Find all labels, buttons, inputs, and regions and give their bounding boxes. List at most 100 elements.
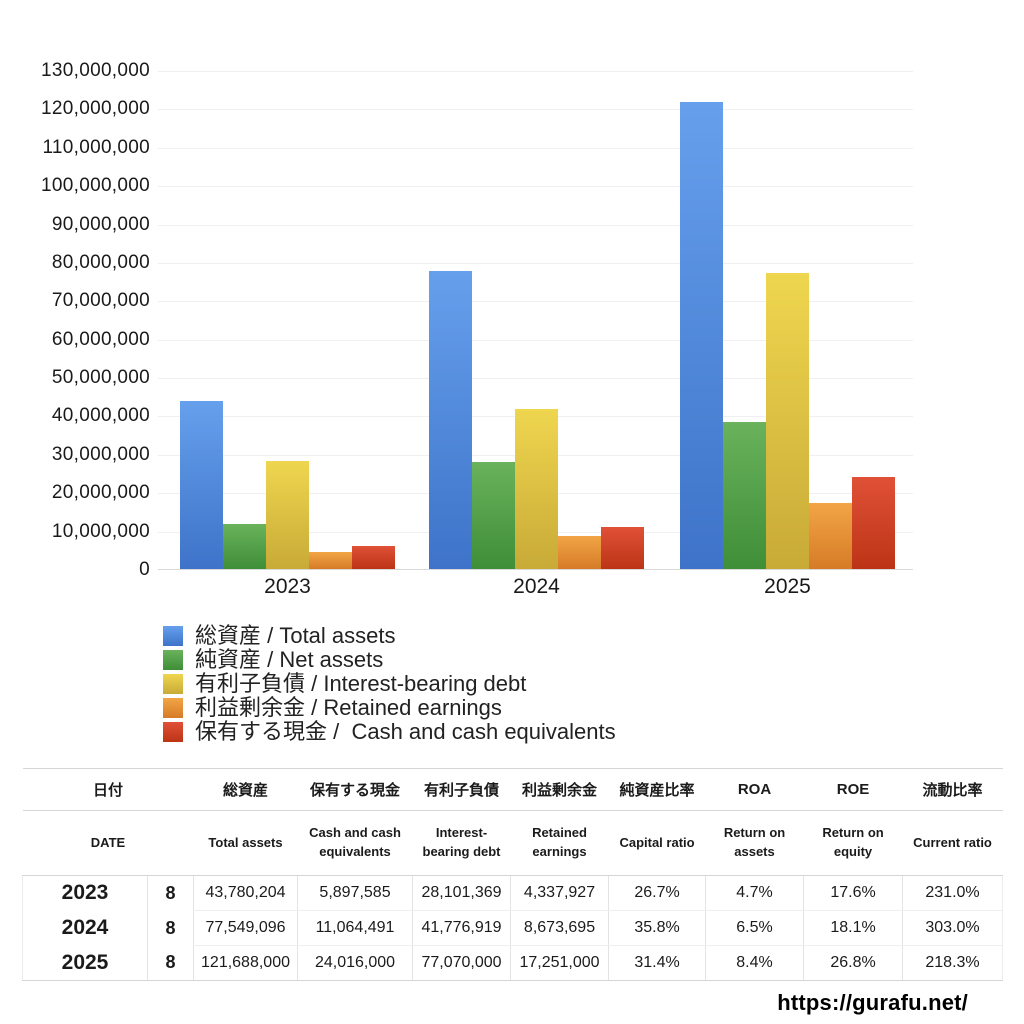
x-axis-baseline (158, 569, 913, 570)
bar-net-assets-2025 (723, 422, 766, 569)
legend-item-retained-earnings: 利益剰余金 / Retained earnings (163, 696, 616, 720)
legend-label: 保有する現金 / Cash and cash equivalents (195, 719, 616, 744)
y-axis-tick-label: 20,000,000 (51, 482, 150, 504)
cell-value: 26.7% (608, 875, 706, 911)
col-header-ja: ROE (803, 768, 903, 811)
legend-label: 純資産 / Net assets (195, 647, 384, 672)
legend-swatch-icon (163, 650, 183, 670)
y-axis-tick-label: 90,000,000 (51, 213, 150, 235)
bar-total-assets-2025 (680, 101, 723, 569)
table-row-2023: 2023 8 43,780,204 5,897,585 28,101,369 4,337,… (22, 875, 1004, 911)
col-header-ja: 総資産 (193, 768, 298, 811)
legend-label: 有利子負債 / Interest-bearing debt (195, 671, 527, 696)
cell-value: 4,337,927 (510, 875, 609, 911)
chart-plot-area (158, 71, 913, 570)
gridline (158, 262, 913, 264)
y-axis-tick-label: 80,000,000 (51, 251, 150, 273)
bar-retained-earnings-2023 (309, 552, 352, 569)
cell-month: 8 (146, 875, 194, 911)
table-header-english: DATE Total assets Cash and cash equivalent… (22, 810, 1003, 876)
col-header-en: Interest-bearing debt (412, 810, 511, 876)
table-row-2025: 2025 8 121,688,000 24,016,000 77,070,000 17,2… (22, 945, 1004, 981)
gridline (158, 186, 913, 188)
legend-item-total-assets: 総資産 / Total assets (163, 624, 616, 648)
col-header-ja: 保有する現金 (297, 768, 413, 811)
table-row-2024: 2024 8 77,549,096 11,064,491 41,776,919 8,673… (22, 910, 1004, 946)
data-table: 日付 総資産 保有する現金 有利子負債 利益剰余金 純資産比率 ROA ROE 流動比率 DAT… (22, 768, 1004, 981)
cell-value: 5,897,585 (297, 875, 413, 911)
cell-value: 17.6% (803, 875, 903, 911)
cell-value: 26.8% (803, 945, 903, 981)
bar-total-assets-2024 (429, 271, 472, 569)
gridline (158, 301, 913, 303)
cell-value: 231.0% (902, 875, 1004, 911)
y-axis-tick-label: 50,000,000 (51, 367, 150, 389)
y-axis-tick-label: 10,000,000 (51, 520, 150, 542)
col-header-ja: 利益剰余金 (510, 768, 609, 811)
y-axis-tick-label: 130,000,000 (41, 60, 150, 81)
table-body: 2023 8 43,780,204 5,897,585 28,101,369 4,337,… (22, 875, 1004, 981)
bar-net-assets-2023 (223, 524, 266, 569)
gridline (158, 147, 913, 149)
col-header-ja: 日付 (22, 768, 194, 811)
cell-month: 8 (146, 945, 194, 981)
bar-interest-bearing-debt-2025 (766, 273, 809, 569)
table-header-japanese: 日付 総資産 保有する現金 有利子負債 利益剰余金 純資産比率 ROA ROE 流動比率 (22, 768, 1003, 811)
y-axis-tick-label: 0 (139, 559, 150, 580)
cell-value: 28,101,369 (412, 875, 511, 911)
bar-chart: 0 10,000,000 20,000,000 30,000,000 40,000,00… (0, 0, 913, 610)
cell-value: 6.5% (705, 910, 804, 946)
legend-item-interest-bearing-debt: 有利子負債 / Interest-bearing debt (163, 672, 616, 696)
bar-cash-2024 (601, 526, 644, 569)
site-url-watermark: https://gurafu.net/ (777, 990, 968, 1015)
col-header-en: Return on equity (803, 810, 903, 876)
cell-value: 17,251,000 (510, 945, 609, 981)
col-header-ja: 流動比率 (902, 768, 1003, 811)
gridline (158, 109, 913, 111)
y-axis-tick-label: 40,000,000 (51, 405, 150, 427)
cell-value: 8.4% (705, 945, 804, 981)
col-header-ja: 有利子負債 (412, 768, 511, 811)
chart-legend: 総資産 / Total assets 純資産 / Net assets 有利子負債 … (163, 624, 616, 744)
gridline (158, 224, 913, 226)
legend-swatch-icon (163, 698, 183, 718)
data-table-wrap: 日付 総資産 保有する現金 有利子負債 利益剰余金 純資産比率 ROA ROE 流動比率 DAT… (22, 768, 1004, 981)
legend-swatch-icon (163, 722, 183, 742)
bar-total-assets-2023 (180, 401, 223, 569)
cell-value: 43,780,204 (193, 875, 298, 911)
bar-cash-2023 (352, 546, 395, 569)
legend-label: 利益剰余金 / Retained earnings (195, 695, 502, 720)
gridline (158, 71, 913, 72)
cell-value: 41,776,919 (412, 910, 511, 946)
bar-net-assets-2024 (472, 462, 515, 569)
y-axis-tick-label: 120,000,000 (41, 98, 150, 120)
col-header-en: DATE (22, 810, 194, 876)
legend-item-cash: 保有する現金 / Cash and cash equivalents (163, 720, 616, 744)
cell-value: 77,070,000 (412, 945, 511, 981)
y-axis-tick-label: 110,000,000 (42, 136, 150, 158)
cell-value: 121,688,000 (193, 945, 298, 981)
bar-retained-earnings-2025 (809, 502, 852, 569)
col-header-en: Capital ratio (608, 810, 706, 876)
col-header-en: Cash and cash equivalents (297, 810, 413, 876)
x-axis-label-2023: 2023 (264, 575, 311, 598)
legend-swatch-icon (163, 626, 183, 646)
y-axis-tick-label: 70,000,000 (51, 290, 150, 312)
col-header-en: Retained earnings (510, 810, 609, 876)
y-axis-tick-label: 30,000,000 (51, 443, 150, 465)
cell-year: 2023 (22, 875, 148, 911)
y-axis-tick-label: 60,000,000 (51, 328, 150, 350)
cell-value: 31.4% (608, 945, 706, 981)
col-header-ja: 純資産比率 (608, 768, 706, 811)
y-axis-labels: 0 10,000,000 20,000,000 30,000,000 40,000,00… (0, 0, 150, 610)
cell-value: 303.0% (902, 910, 1004, 946)
cell-value: 4.7% (705, 875, 804, 911)
bar-interest-bearing-debt-2023 (266, 461, 309, 569)
legend-label: 総資産 / Total assets (195, 623, 396, 648)
cell-value: 77,549,096 (193, 910, 298, 946)
cell-year: 2024 (22, 910, 148, 946)
bar-interest-bearing-debt-2024 (515, 408, 558, 569)
cell-value: 218.3% (902, 945, 1004, 981)
cell-value: 8,673,695 (510, 910, 609, 946)
